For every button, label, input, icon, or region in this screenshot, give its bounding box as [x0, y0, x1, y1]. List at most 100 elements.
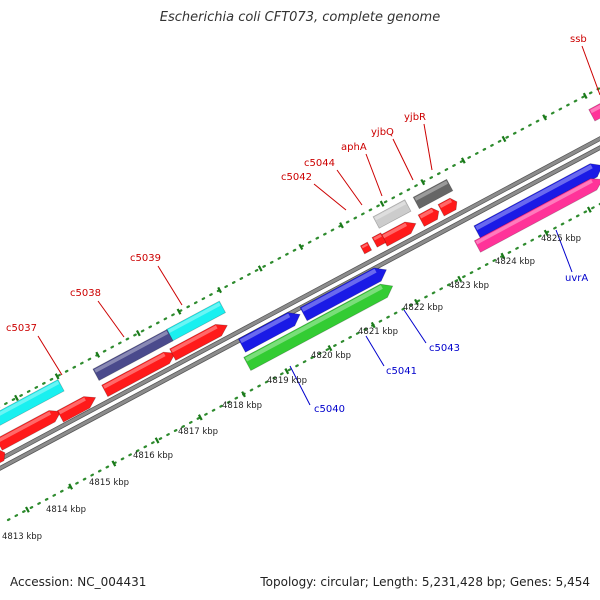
feature-red-yjbQ-highlight: [419, 208, 434, 219]
major-tick: [543, 229, 549, 236]
gene-label-c5042: c5042: [281, 172, 312, 183]
feature-green-c5041-highlight: [245, 285, 383, 362]
feature-red-aphA: [380, 221, 417, 247]
feature-green-c5041: [243, 283, 394, 372]
feature-blue-c5043-highlight: [301, 268, 377, 312]
gene-label-uvrA-leader: [555, 229, 573, 273]
gene-label-c5038: c5038: [70, 288, 101, 299]
feature-navy-c5038-highlight: [94, 330, 169, 373]
gene-label-c5041: c5041: [386, 366, 417, 377]
major-tick: [197, 414, 203, 421]
feature-red-yjbR-highlight: [439, 199, 453, 209]
gene-label-c5040: c5040: [314, 404, 345, 415]
feature-red-4-highlight: [170, 325, 218, 353]
scale-label: 4814 kbp: [46, 505, 86, 515]
feature-lightgray-aphA-highlight: [374, 201, 407, 221]
feature-red-c5042: [359, 241, 373, 255]
scale-label: 4824 kbp: [495, 257, 535, 267]
major-tick: [217, 286, 223, 294]
gene-label-c5040-leader: [289, 365, 311, 406]
gene-label-yjbQ-leader: [392, 138, 414, 181]
accession-text: Accession: NC_004431: [10, 575, 147, 589]
major-tick: [339, 222, 344, 229]
feature-blue-uvrA-highlight: [475, 164, 593, 231]
major-tick: [25, 506, 30, 513]
major-tick: [257, 265, 263, 272]
feature-blue-c5043: [299, 267, 387, 322]
major-tick: [370, 321, 376, 329]
scale-label: 4822 kbp: [403, 303, 443, 313]
feature-red-1-highlight: [0, 411, 52, 442]
feature-pink-uvrA-highlight: [475, 179, 593, 245]
gene-label-ssb: ssb: [570, 34, 587, 45]
major-tick: [68, 483, 74, 490]
scale-label: 4818 kbp: [222, 401, 262, 411]
gene-label-c5044: c5044: [304, 158, 335, 169]
gene-label-c5041-leader: [365, 335, 385, 367]
backbone-layer: [0, 136, 600, 471]
scale-label: 4817 kbp: [178, 427, 218, 437]
gene-label-ssb-leader: [581, 45, 600, 96]
feature-darkgray-yjbQ-highlight: [414, 180, 448, 201]
scale-label: 4821 kbp: [358, 327, 398, 337]
feature-red-edge: [0, 449, 6, 464]
feature-red-c5044-highlight: [373, 234, 382, 241]
gene-label-yjbR-leader: [423, 123, 433, 171]
major-tick: [582, 92, 588, 99]
major-tick: [95, 351, 101, 358]
backbone-line: [0, 145, 600, 471]
gene-label-c5043: c5043: [429, 343, 460, 354]
backbone-line: [0, 136, 600, 461]
scale-label: 4816 kbp: [133, 451, 173, 461]
gene-label-c5037: c5037: [6, 323, 37, 334]
major-tick: [241, 391, 246, 398]
feature-red-yjbR: [437, 197, 458, 217]
gene-label-yjbR: yjbR: [404, 112, 426, 123]
major-tick: [379, 200, 385, 207]
major-tick: [586, 206, 592, 213]
feature-red-yjbQ: [417, 207, 440, 227]
scale-label: 4825 kbp: [541, 234, 581, 244]
gene-label-c5038-leader: [97, 300, 125, 338]
gene-label-c5039: c5039: [130, 253, 161, 264]
major-tick: [54, 373, 60, 380]
genome-summary-text: Topology: circular; Length: 5,231,428 bp…: [260, 575, 590, 589]
gene-label-c5043-leader: [403, 309, 427, 344]
gene-label-c5039-leader: [157, 265, 183, 306]
feature-layer: [0, 103, 600, 464]
major-tick: [176, 308, 182, 315]
major-tick: [457, 275, 463, 283]
major-tick: [111, 460, 117, 467]
scale-label: 4819 kbp: [267, 376, 307, 386]
feature-red-2: [56, 396, 97, 423]
major-tick: [298, 243, 304, 251]
lower-tick-row: [6, 202, 600, 522]
tick-layer: [0, 86, 600, 522]
gene-label-c5044-leader: [336, 169, 363, 206]
major-tick: [460, 157, 466, 164]
gene-label-uvrA: uvrA: [565, 273, 588, 284]
feature-blue-uvrA: [473, 163, 600, 240]
feature-red-aphA-highlight: [382, 222, 408, 239]
scale-label: 4815 kbp: [89, 478, 129, 488]
major-tick: [14, 394, 19, 402]
feature-red-3-highlight: [103, 352, 166, 389]
scale-label: 4813 kbp: [2, 532, 42, 542]
feature-pink-ssb: [588, 103, 600, 122]
major-tick: [414, 298, 419, 306]
feature-pink-ssb-highlight: [590, 104, 600, 114]
major-tick: [154, 437, 160, 444]
gene-label-aphA: aphA: [341, 142, 367, 153]
major-tick: [284, 368, 290, 375]
scale-label: 4823 kbp: [449, 281, 489, 291]
feature-blue-c5040-highlight: [239, 313, 291, 344]
feature-cyan-c5037: [0, 379, 65, 426]
feature-cyan-c5039-highlight: [167, 302, 221, 333]
major-tick: [135, 330, 141, 337]
feature-red-c5044: [371, 232, 387, 248]
feature-cyan-c5037-highlight: [0, 380, 60, 416]
feature-darkgray-yjbQ: [412, 178, 454, 210]
upper-tick-row: [0, 86, 600, 408]
map-title: Escherichia coli CFT073, complete genome: [159, 10, 441, 25]
